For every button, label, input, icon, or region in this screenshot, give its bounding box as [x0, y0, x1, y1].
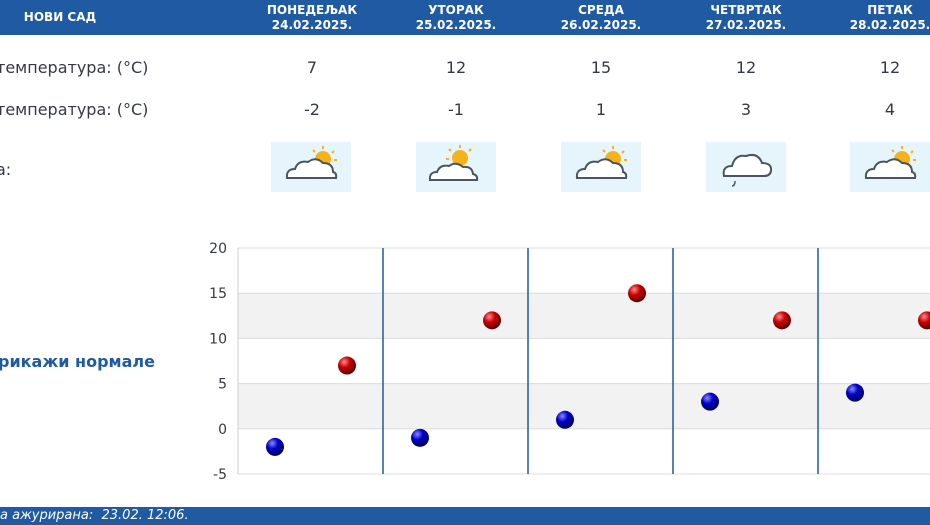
y-tick-label: 10 — [209, 331, 227, 347]
weather-label: а: — [0, 160, 12, 179]
y-tick-label: 5 — [218, 377, 227, 393]
day-header-tue: УТОРАК 25.02.2025. — [391, 3, 521, 33]
min-temp-point — [411, 428, 429, 447]
day-header-wed: СРЕДА 26.02.2025. — [536, 3, 666, 33]
min-temp-value: -1 — [448, 100, 464, 119]
day-name: УТОРАК — [428, 3, 484, 17]
day-date: 24.02.2025. — [271, 18, 353, 32]
min-temp-point — [846, 383, 864, 402]
max-temp-value: 15 — [590, 58, 612, 77]
min-temp-point — [701, 392, 719, 411]
day-date: 28.02.2025. — [849, 18, 930, 32]
chart-band — [238, 383, 930, 429]
min-temp-point — [556, 410, 574, 429]
day-header-fri: ПЕТАК 28.02.2025. — [825, 3, 930, 33]
forecast-header: НОВИ САД ПОНЕДЕЉАК 24.02.2025. УТОРАК 25… — [0, 0, 930, 35]
y-tick-label: 20 — [209, 241, 227, 257]
day-name: ПОНЕДЕЉАК — [266, 3, 358, 17]
y-tick-label: 15 — [209, 286, 227, 302]
partly-cloudy-icon — [850, 142, 930, 192]
day-name: СРЕДА — [578, 3, 624, 17]
max-temp-point — [918, 311, 930, 330]
partly-cloudy-icon — [271, 142, 351, 192]
y-tick-label: 0 — [218, 422, 227, 438]
day-name: ЧЕТВРТАК — [710, 3, 782, 17]
day-name: ПЕТАК — [867, 3, 913, 17]
day-date: 26.02.2025. — [560, 18, 642, 32]
cloudy-light-rain-icon — [706, 142, 786, 192]
max-temp-point — [338, 356, 356, 375]
min-temp-point — [266, 437, 284, 456]
max-temp-label: температура: (°C) — [0, 58, 149, 77]
max-temp-value: 12 — [735, 58, 757, 77]
day-header-mon: ПОНЕДЕЉАК 24.02.2025. — [247, 3, 377, 33]
min-temp-value: -2 — [304, 100, 320, 119]
partly-cloudy-icon — [561, 142, 641, 192]
min-temp-value: 1 — [595, 100, 607, 119]
max-temp-value: 12 — [879, 58, 901, 77]
min-temp-value: 3 — [740, 100, 752, 119]
last-updated-bar: а ажурирана: 23.02. 12:06. — [0, 507, 930, 525]
day-header-thu: ЧЕТВРТАК 27.02.2025. — [681, 3, 811, 33]
min-temp-label: температура: (°C) — [0, 100, 149, 119]
last-updated-text: а ажурирана: 23.02. 12:06. — [0, 508, 189, 523]
max-temp-value: 12 — [445, 58, 467, 77]
chart-band — [238, 293, 930, 339]
day-date: 25.02.2025. — [415, 18, 497, 32]
day-date: 27.02.2025. — [705, 18, 787, 32]
max-temp-value: 7 — [306, 58, 318, 77]
show-normals-link[interactable]: рикажи нормале — [0, 352, 155, 371]
partly-sunny-icon — [416, 142, 496, 192]
max-temp-point — [628, 284, 646, 303]
max-temp-point — [773, 311, 791, 330]
city-name: НОВИ САД — [23, 10, 97, 24]
max-temp-point — [483, 311, 501, 330]
y-tick-label: -5 — [213, 467, 227, 483]
min-temp-value: 4 — [884, 100, 896, 119]
